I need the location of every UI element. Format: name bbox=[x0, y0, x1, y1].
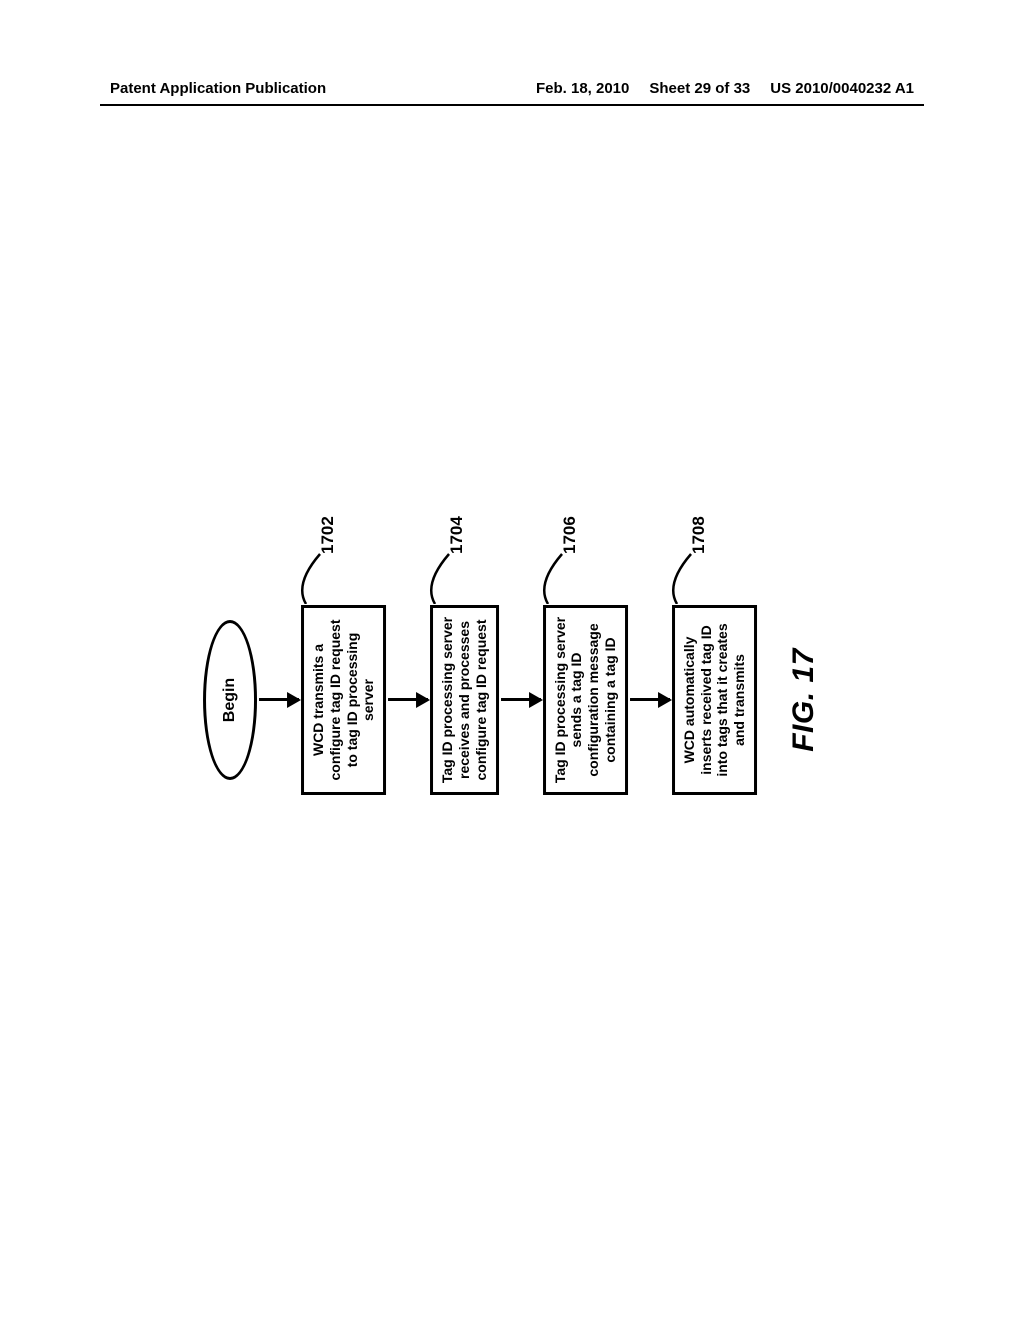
header-pubno: US 2010/0040232 A1 bbox=[770, 80, 914, 97]
flow-ref-text: 1708 bbox=[689, 516, 708, 554]
header-sheet: Sheet 29 of 33 bbox=[649, 80, 750, 97]
flow-ref-text: 1704 bbox=[447, 516, 466, 554]
flow-arrow bbox=[501, 699, 541, 702]
header-right: Feb. 18, 2010 Sheet 29 of 33 US 2010/004… bbox=[536, 80, 914, 97]
figure-wrapper: Begin WCD transmits a configure tag ID r… bbox=[203, 570, 821, 830]
flow-box-1702: WCD transmits a configure tag ID request… bbox=[301, 605, 386, 795]
flow-arrow bbox=[630, 699, 670, 702]
flow-begin-label: Begin bbox=[221, 678, 239, 722]
flowchart: Begin WCD transmits a configure tag ID r… bbox=[203, 570, 821, 830]
flow-box-text: Tag ID processing server receives and pr… bbox=[439, 617, 489, 783]
flow-box-text: WCD transmits a configure tag ID request… bbox=[310, 619, 376, 780]
flow-box-text: Tag ID processing server sends a tag ID … bbox=[552, 617, 618, 783]
flow-arrow bbox=[388, 699, 428, 702]
flow-begin: Begin bbox=[203, 620, 257, 780]
flow-ref: 1708 bbox=[689, 516, 709, 554]
header-rule bbox=[100, 104, 924, 106]
flow-ref-text: 1706 bbox=[560, 516, 579, 554]
flow-arrow bbox=[259, 699, 299, 702]
flow-ref: 1702 bbox=[318, 516, 338, 554]
header-date: Feb. 18, 2010 bbox=[536, 80, 629, 97]
page: Patent Application Publication Feb. 18, … bbox=[0, 0, 1024, 1320]
flow-box-1704: Tag ID processing server receives and pr… bbox=[430, 605, 498, 795]
flow-ref-text: 1702 bbox=[318, 516, 337, 554]
flow-box-1706: Tag ID processing server sends a tag ID … bbox=[543, 605, 628, 795]
flow-box-text: WCD automatically inserts received tag I… bbox=[681, 623, 747, 776]
flow-ref: 1706 bbox=[560, 516, 580, 554]
figure-label: FIG. 17 bbox=[787, 648, 821, 752]
flow-ref: 1704 bbox=[447, 516, 467, 554]
flow-box-1708: WCD automatically inserts received tag I… bbox=[672, 605, 757, 795]
header-left: Patent Application Publication bbox=[110, 80, 326, 97]
page-header: Patent Application Publication Feb. 18, … bbox=[110, 80, 914, 97]
